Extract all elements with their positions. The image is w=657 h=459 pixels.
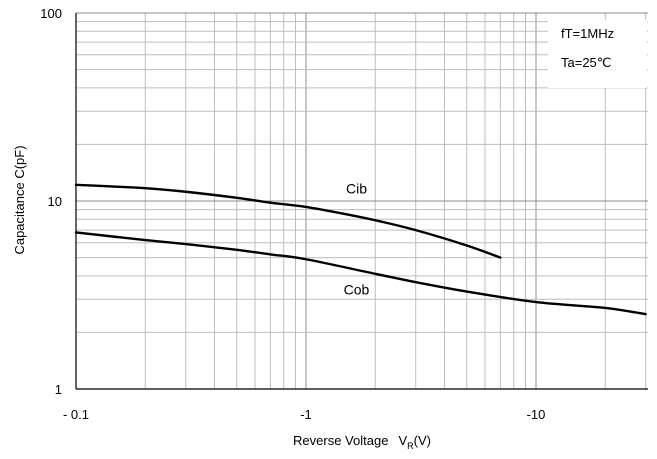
annotation-box bbox=[548, 20, 647, 88]
y-tick-label-1: 10 bbox=[48, 194, 62, 209]
x-tick-label-1: -1 bbox=[300, 407, 312, 422]
y-axis-title: Capacitance C(pF) bbox=[12, 145, 27, 254]
x-axis-title-text: Reverse Voltage bbox=[293, 433, 388, 448]
y-tick-label-0: 1 bbox=[55, 382, 62, 397]
series-line-cib bbox=[74, 183, 502, 259]
series-label-cib: Cib bbox=[346, 181, 367, 197]
x-axis-title: Reverse Voltage VR(V) bbox=[293, 433, 431, 451]
y-tick-label-2: 100 bbox=[40, 6, 62, 21]
axes bbox=[75, 13, 648, 390]
annotation-temperature: Ta=25℃ bbox=[561, 55, 611, 70]
x-tick-label-2: -10 bbox=[527, 407, 546, 422]
series-line-cob bbox=[74, 231, 647, 316]
x-axis-title-unit: (V) bbox=[414, 433, 431, 448]
series-group: Cib Cob bbox=[74, 181, 647, 316]
x-tick-label-0: - 0.1 bbox=[63, 407, 89, 422]
tick-labels: - 0.1 -1 -10 1 10 100 bbox=[40, 6, 545, 422]
annotation-frequency: fT=1MHz bbox=[561, 26, 614, 41]
x-axis-title-subscript: R bbox=[407, 441, 414, 451]
x-axis-title-symbol: V bbox=[398, 433, 407, 448]
series-label-cob: Cob bbox=[344, 281, 370, 297]
